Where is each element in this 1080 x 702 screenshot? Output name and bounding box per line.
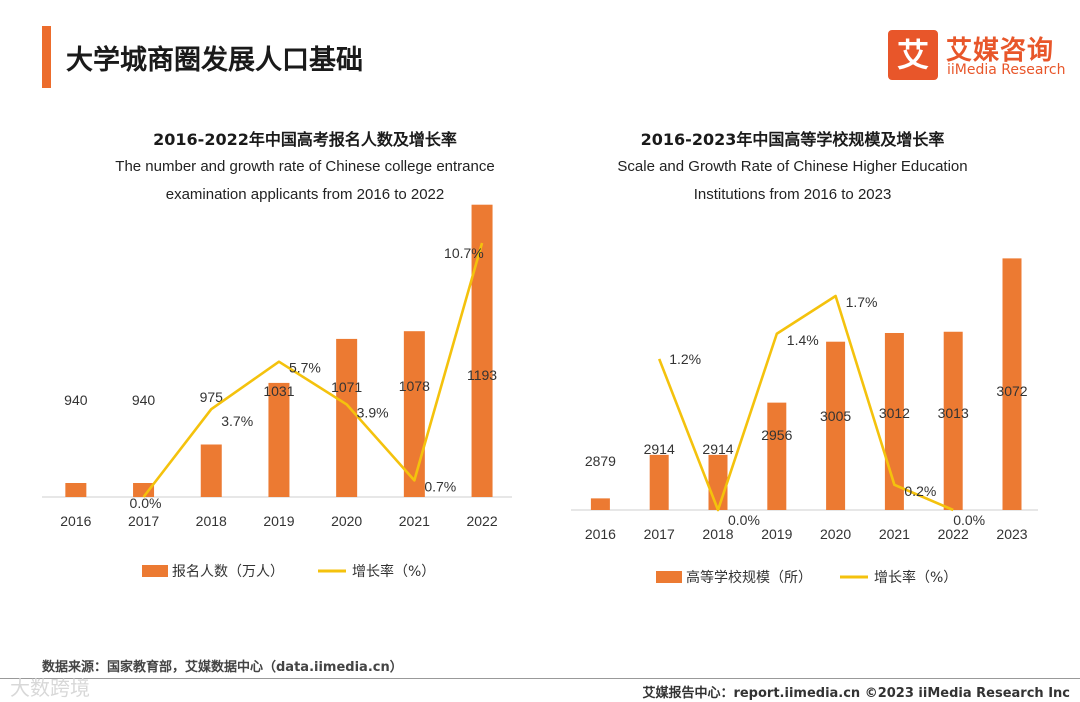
logo-mark: 艾 [888,30,938,80]
title-accent-bar [42,26,51,88]
chart1-legend-bar-label: 报名人数（万人） [172,564,284,580]
chart2-bar-2020 [826,341,846,510]
chart2-bar-2016 [590,498,610,510]
chart2-growth-label-2020: 1.7% [846,294,878,310]
chart1-growth-label-2017: 0.0% [130,495,162,511]
chart1-growth-label-2022: 10.7% [444,245,484,261]
chart2-tick-2017: 2017 [644,526,675,542]
chart2-growth-label-2018: 0.0% [728,512,760,528]
chart1-legend-line-label: 增长率（%） [352,563,435,580]
chart1-bar-label-2016: 940 [64,392,88,408]
chart2-tick-2018: 2018 [702,526,733,542]
chart1-tick-2018: 2018 [196,513,227,529]
chart2-bar-label-2020: 3005 [820,408,851,424]
chart2-bar-label-2017: 2914 [644,441,675,457]
chart1-bar-2021 [403,331,425,497]
chart2-growth-line [657,294,954,512]
chart2-growth-label-2017: 1.2% [669,351,701,367]
chart1-bar-2017 [133,483,155,497]
chart2-growth-label-2022: 0.0% [953,512,985,528]
chart1-bar-2019 [268,382,290,497]
chart1-tick-2022: 2022 [466,513,497,529]
chart2-tick-2022: 2022 [938,526,969,542]
chart2-subtitle-line2: Institutions from 2016 to 2023 [693,186,892,203]
chart2-growth-label-2021: 0.2% [904,483,936,499]
watermark: 大数跨境 [10,676,90,700]
chart1-title: 2016-2022年中国高考报名人数及增长率 [153,130,457,149]
chart2-tick-2019: 2019 [761,526,792,542]
chart2-growth-label-2019: 1.4% [787,332,819,348]
chart2-tick-2016: 2016 [585,526,616,542]
chart1-growth-label-2019: 5.7% [289,360,321,376]
chart2-tick-2023: 2023 [996,526,1027,542]
chart1-subtitle: The number and growth rate of Chinese co… [40,153,570,209]
logo-en-text: iiMedia Research [947,62,1066,78]
chart1-bar-2022 [471,204,493,497]
chart2-bar-label-2022: 3013 [938,405,969,421]
chart1-growth-line [142,242,484,498]
chart2-bar-2023 [1002,258,1022,510]
data-source-note: 数据来源：国家教育部，艾媒数据中心（data.iimedia.cn） [42,660,403,675]
chart1-bar-label-2017: 940 [132,392,156,408]
chart2-subtitle: Scale and Growth Rate of Chinese Higher … [560,153,1025,209]
chart2-bar-label-2019: 2956 [761,427,792,443]
chart2-bar-2019 [767,402,787,510]
chart1-subtitle-line1: The number and growth rate of Chinese co… [115,158,495,175]
chart1-bar-label-2022: 1193 [467,367,497,383]
chart1-tick-2020: 2020 [331,513,362,529]
chart1-bar-label-2021: 1078 [399,378,430,394]
chart2-bar-2022 [943,331,963,510]
chart2-bar-label-2018: 2914 [702,441,733,457]
chart1-tick-2017: 2017 [128,513,159,529]
chart2-bar-label-2016: 2879 [585,453,616,469]
chart1-bar-label-2019: 1031 [263,383,294,399]
chart2-bar-2018 [708,454,728,510]
page-title: 大学城商圈发展人口基础 [66,45,363,76]
chart1-growth-label-2021: 0.7% [424,478,456,494]
chart2-bar-label-2023: 3072 [996,383,1027,399]
chart1-tick-2021: 2021 [399,513,430,529]
chart2-tick-2020: 2020 [820,526,851,542]
chart1-tick-2016: 2016 [60,513,91,529]
chart1-bar-2016 [65,483,87,497]
chart2-legend-bar-swatch [656,571,682,583]
chart1-bar-label-2018: 975 [200,389,224,405]
chart1-tick-2019: 2019 [263,513,294,529]
footer-credit: 艾媒报告中心：report.iimedia.cn ©2023 iiMedia R… [642,686,1070,701]
chart2-bar-label-2021: 3012 [879,405,910,421]
chart2-legend-line-label: 增长率（%） [874,569,957,586]
logo-cn-text: 艾媒咨询 [946,36,1055,66]
chart1-bar-2018 [200,444,222,497]
chart1-bar-2020 [336,338,358,497]
chart2-title: 2016-2023年中国高等学校规模及增长率 [640,130,945,149]
chart2-bar-2017 [649,454,669,510]
chart1-legend-bar-swatch [142,565,168,577]
chart2-tick-2021: 2021 [879,526,910,542]
chart2-subtitle-line1: Scale and Growth Rate of Chinese Higher … [617,158,968,175]
footer-divider [0,678,1080,679]
iimedia-logo: 艾 艾媒咨询 iiMedia Research [888,30,1068,84]
chart1-bar-label-2020: 1071 [331,379,362,395]
chart1-growth-label-2020: 3.9% [357,404,389,420]
chart1-subtitle-line2: examination applicants from 2016 to 2022 [165,186,445,203]
chart1-growth-label-2018: 3.7% [221,413,253,429]
chart2-legend-bar-label: 高等学校规模（所） [686,569,812,586]
